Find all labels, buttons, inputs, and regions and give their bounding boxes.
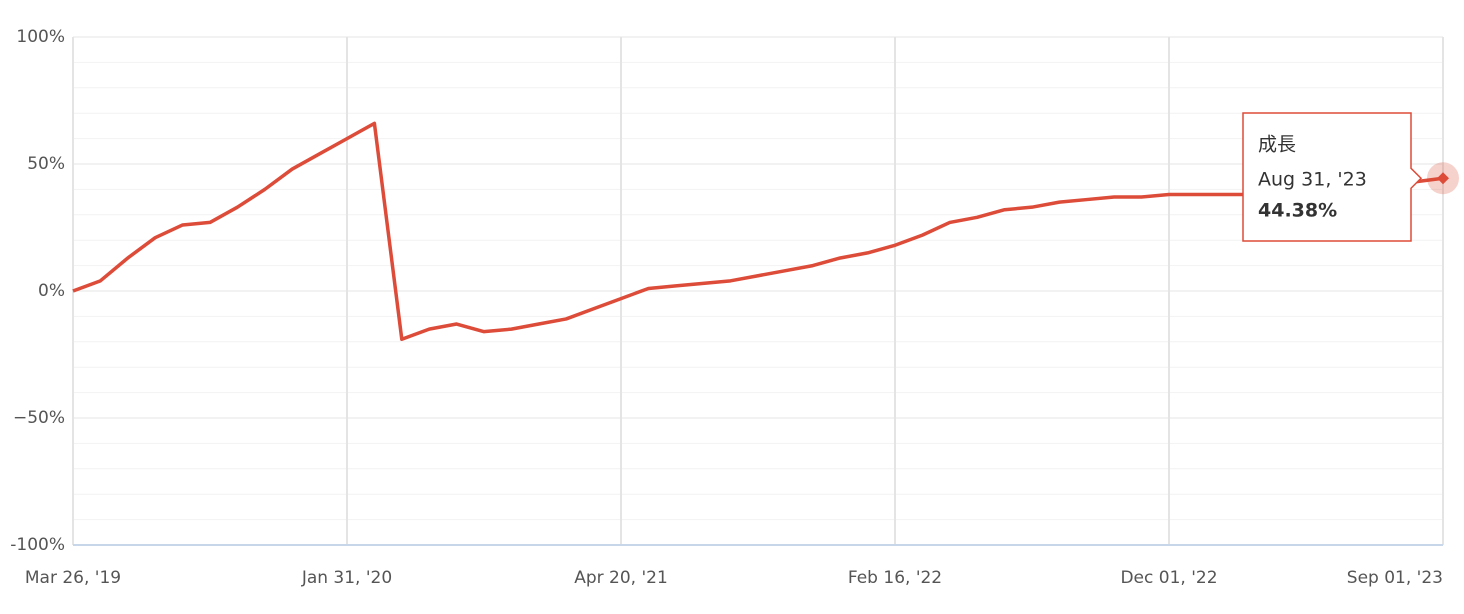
x-tick-label: Apr 20, '21 (574, 568, 668, 588)
tooltip-box (1242, 112, 1423, 242)
tooltip-value: 44.38% (1258, 200, 1337, 222)
y-tick-label: 0% (38, 281, 65, 301)
growth-line (72, 121, 1444, 342)
x-tick-label: Mar 26, '19 (25, 568, 121, 588)
x-tick-label: Dec 01, '22 (1120, 568, 1217, 588)
x-tick-label: Sep 01, '23 (1347, 568, 1443, 588)
tooltip-series: 成長 (1258, 134, 1296, 156)
tooltip: 成長 Aug 31, '23 44.38% (1242, 112, 1423, 242)
y-tick-label: 100% (16, 27, 65, 47)
x-tick-label: Feb 16, '22 (848, 568, 942, 588)
x-tick-label: Jan 31, '20 (301, 568, 392, 588)
last-point (1437, 172, 1449, 185)
y-tick-label: −50% (13, 408, 65, 428)
tooltip-date: Aug 31, '23 (1258, 169, 1367, 191)
y-tick-label: -100% (10, 535, 65, 555)
y-tick-label: 50% (27, 154, 65, 174)
